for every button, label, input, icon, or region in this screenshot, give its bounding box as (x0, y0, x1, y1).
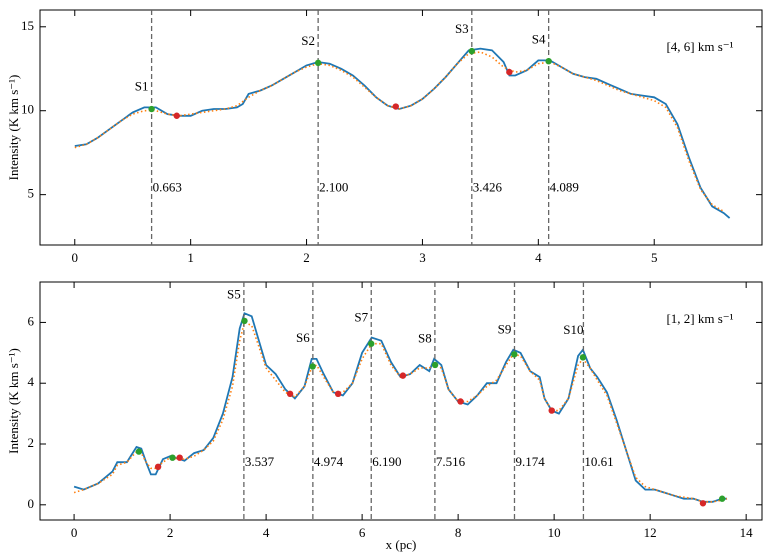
point (468, 47, 476, 55)
peak-name: S3 (455, 21, 469, 36)
y-tick-label: 0 (28, 496, 35, 511)
point (392, 103, 399, 110)
plot-frame (39, 281, 763, 521)
x-tick-label: 0 (72, 250, 79, 265)
peak-name: S4 (532, 31, 546, 46)
y-tick-label: 15 (21, 18, 34, 33)
point (241, 317, 248, 325)
peak-name: S7 (354, 309, 368, 324)
x-tick-label: 5 (651, 250, 658, 265)
x-tick-label: 4 (535, 250, 542, 265)
point (154, 463, 162, 471)
peak-position: 9.174 (515, 454, 545, 469)
point (148, 105, 155, 113)
y-tick-label: 4 (28, 374, 35, 389)
peak-name: S2 (301, 33, 315, 48)
x-tick-label: 4 (263, 525, 270, 540)
point (173, 112, 180, 119)
peak-position: 3.537 (245, 454, 275, 469)
x-axis-label: x (pc) (386, 537, 417, 552)
x-tick-label: 0 (71, 525, 78, 540)
x-tick-label: 14 (740, 525, 754, 540)
peak-position: 7.516 (436, 454, 466, 469)
point (431, 361, 439, 369)
y-axis-label: Intensity (K km s⁻¹) (6, 75, 21, 181)
point (579, 354, 587, 361)
point (399, 372, 407, 379)
peak-name: S6 (296, 330, 310, 345)
peak-position: 4.089 (550, 180, 579, 195)
y-tick-label: 5 (28, 186, 35, 201)
x-tick-label: 12 (644, 525, 657, 540)
point (286, 390, 294, 398)
peak-name: S9 (498, 321, 512, 336)
point (511, 351, 518, 358)
data-line (74, 51, 725, 213)
y-tick-label: 6 (28, 313, 35, 328)
peak-position: 4.974 (314, 454, 344, 469)
x-tick-label: 6 (359, 525, 366, 540)
point (545, 57, 552, 65)
x-tick-label: 1 (187, 250, 194, 265)
peak-name: S8 (418, 331, 432, 346)
point (718, 495, 726, 502)
y-axis-label: Intensity (K km s⁻¹) (6, 348, 21, 454)
annotation: [4, 6] km s⁻¹ (666, 39, 733, 54)
y-tick-label: 10 (21, 102, 34, 117)
point (334, 390, 342, 398)
x-tick-label: 3 (419, 250, 426, 265)
peak-position: 0.663 (153, 180, 182, 195)
y-tick-label: 2 (28, 435, 35, 450)
data-line (74, 47, 731, 219)
peak-position: 2.100 (319, 180, 348, 195)
point (548, 407, 555, 414)
point (506, 68, 513, 76)
point (368, 340, 375, 347)
point (309, 363, 316, 370)
point (699, 500, 707, 507)
x-tick-label: 8 (455, 525, 462, 540)
x-tick-label: 2 (303, 250, 310, 265)
peak-position: 10.61 (584, 454, 613, 469)
point (169, 454, 176, 461)
peak-position: 3.426 (473, 180, 503, 195)
annotation: [1, 2] km s⁻¹ (666, 311, 733, 326)
plot-frame (39, 9, 763, 246)
peak-name: S5 (227, 286, 241, 301)
peak-position: 6.190 (372, 454, 401, 469)
point (457, 398, 464, 405)
data-line (73, 312, 727, 503)
x-tick-label: 10 (548, 525, 561, 540)
point (135, 448, 143, 455)
peak-name: S10 (563, 322, 583, 337)
peak-name: S1 (135, 78, 149, 93)
data-line (73, 321, 728, 503)
point (314, 59, 322, 67)
x-tick-label: 2 (167, 525, 174, 540)
point (176, 454, 183, 461)
